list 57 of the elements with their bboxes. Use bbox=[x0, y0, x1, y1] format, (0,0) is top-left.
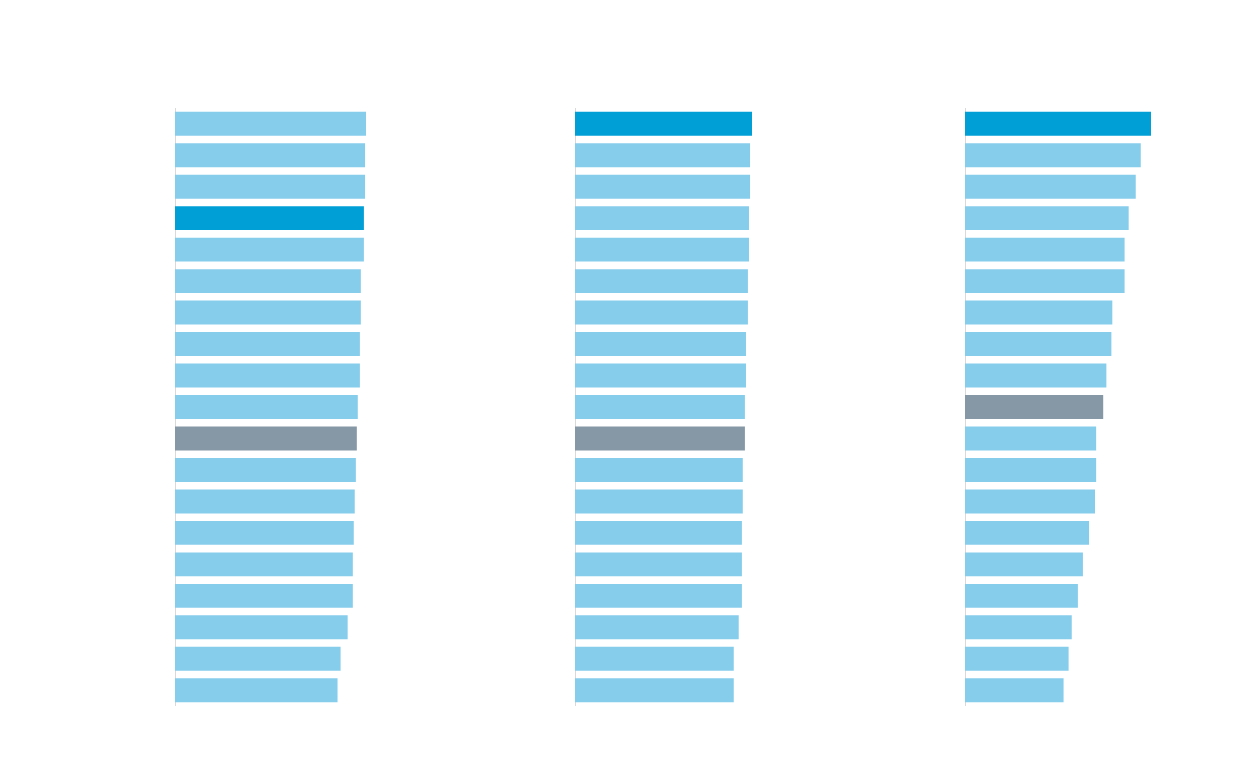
bar bbox=[965, 457, 1097, 482]
bar bbox=[575, 646, 734, 671]
bar bbox=[965, 143, 1141, 168]
bar bbox=[965, 174, 1136, 199]
bar bbox=[965, 552, 1083, 577]
bar bbox=[965, 206, 1129, 231]
bar bbox=[965, 678, 1064, 703]
bar bbox=[575, 552, 742, 577]
bar bbox=[575, 678, 734, 703]
bar bbox=[575, 426, 745, 451]
bar bbox=[175, 363, 360, 388]
bar bbox=[175, 678, 338, 703]
bar bbox=[175, 583, 353, 608]
bar bbox=[175, 332, 360, 357]
bar bbox=[575, 457, 743, 482]
bar bbox=[575, 174, 751, 199]
bar bbox=[175, 457, 356, 482]
bar bbox=[175, 300, 361, 325]
bar bbox=[575, 111, 752, 136]
bar bbox=[575, 237, 749, 262]
bar bbox=[965, 363, 1107, 388]
bar bbox=[175, 174, 366, 199]
bar bbox=[965, 426, 1097, 451]
bar bbox=[965, 646, 1069, 671]
bar bbox=[965, 269, 1125, 294]
bar bbox=[175, 269, 361, 294]
bar bbox=[965, 111, 1151, 136]
bar bbox=[575, 583, 742, 608]
bar bbox=[175, 552, 353, 577]
bar bbox=[175, 615, 348, 640]
bar bbox=[965, 395, 1104, 419]
bar bbox=[575, 332, 746, 357]
bar bbox=[175, 143, 366, 168]
bar bbox=[175, 426, 357, 451]
bar bbox=[175, 520, 354, 545]
bar bbox=[965, 300, 1113, 325]
bar bbox=[575, 520, 742, 545]
bar bbox=[575, 363, 746, 388]
bar bbox=[965, 520, 1090, 545]
bar bbox=[175, 395, 358, 419]
bar bbox=[965, 237, 1125, 262]
bar bbox=[575, 269, 748, 294]
bar bbox=[965, 615, 1072, 640]
bar bbox=[175, 206, 364, 231]
bar bbox=[575, 300, 748, 325]
bar bbox=[175, 111, 366, 136]
bar bbox=[175, 646, 341, 671]
bar bbox=[965, 583, 1078, 608]
bar bbox=[175, 237, 364, 262]
bar bbox=[575, 615, 739, 640]
bar bbox=[965, 332, 1112, 357]
bar bbox=[575, 395, 745, 419]
bar bbox=[175, 489, 355, 514]
bar bbox=[965, 489, 1096, 514]
bar bbox=[575, 143, 751, 168]
bar bbox=[575, 206, 749, 231]
bar bbox=[575, 489, 743, 514]
